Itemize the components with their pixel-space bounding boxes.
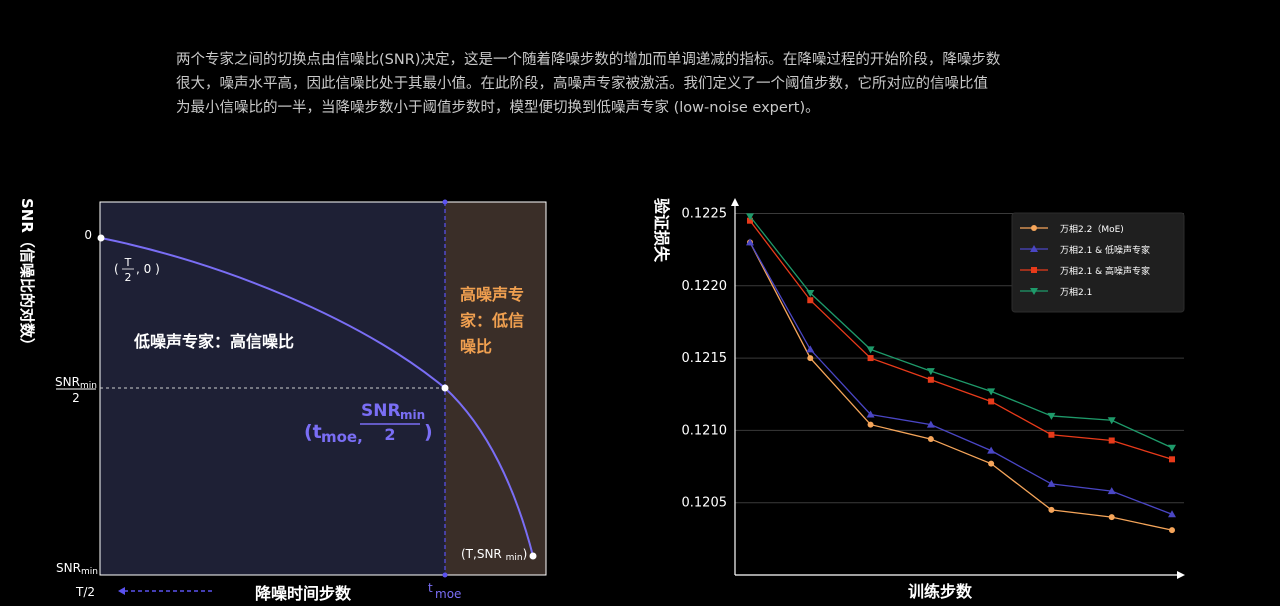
label-mid-open: (t [304, 421, 322, 443]
series-3 [746, 213, 1176, 452]
y-tick-zero: 0 [84, 228, 92, 242]
label-mid-num-sub: min [400, 408, 425, 422]
series-line [749, 242, 1173, 515]
data-point [806, 345, 815, 353]
data-point [927, 436, 934, 443]
legend-label: 万相2.1 & 低噪声专家 [1060, 244, 1150, 256]
data-point [1107, 417, 1116, 425]
legend-box [1011, 212, 1185, 313]
curve-end-point [529, 552, 537, 560]
y-tick-half-denominator: 2 [72, 391, 80, 405]
snr-chart: SNR（信噪比的对数） 0 SNRmin 2 SNRmin ( T 2 , 0 … [18, 198, 547, 603]
data-point [1048, 506, 1055, 513]
data-point [987, 446, 996, 454]
data-point [747, 217, 753, 224]
data-point [1108, 437, 1115, 444]
data-point [1030, 245, 1038, 252]
data-point [1031, 225, 1037, 231]
series-2 [747, 217, 1175, 463]
tmoe-top-dot [442, 199, 448, 205]
x-tick-tmoe-sub: moe [435, 587, 461, 601]
legend-item: 万相2.1 & 低噪声专家 [1020, 244, 1150, 256]
series-1 [746, 238, 1176, 518]
legend-label: 万相2.1 [1060, 286, 1092, 298]
x-tick-half-t: T/2 [75, 585, 95, 599]
data-point [1108, 514, 1115, 521]
data-point [746, 238, 754, 246]
low-noise-region [100, 202, 445, 575]
data-point [1047, 412, 1056, 420]
data-point [988, 460, 995, 467]
label-start: ( [114, 262, 119, 276]
legend-label: 万相2.1 & 高噪声专家 [1060, 265, 1150, 277]
data-point [927, 376, 934, 383]
label-mid-den: 2 [384, 425, 395, 444]
data-point [746, 213, 754, 221]
data-point [1169, 456, 1175, 463]
data-point [1048, 431, 1055, 438]
y-tick-label: 0.1205 [682, 496, 728, 511]
high-noise-region [445, 202, 546, 575]
data-point [866, 346, 875, 354]
x-axis-label: 降噪时间步数 [255, 584, 352, 603]
data-point [1169, 527, 1175, 534]
label-start-tail: , 0 ) [136, 262, 160, 276]
series-0 [747, 239, 1175, 534]
data-point [1047, 479, 1056, 487]
data-point [1030, 288, 1038, 295]
data-point [867, 421, 874, 428]
series-line [749, 220, 1173, 460]
snr-curve [100, 237, 534, 557]
data-point [988, 398, 995, 405]
intro-line: 很大，噪声水平高，因此信噪比处于其最小值。在此阶段，高噪声专家被激活。我们定义了… [176, 76, 988, 92]
tmoe-bottom-dot [442, 572, 448, 578]
data-point [866, 410, 875, 418]
series-line [749, 215, 1173, 449]
data-point [926, 368, 935, 376]
loss-y-axis-label: 验证损失 [652, 198, 671, 263]
curve-start-point [97, 234, 105, 242]
y-tick-label: 0.1225 [682, 206, 728, 221]
x-tick-tmoe: t [428, 581, 433, 595]
data-point [806, 290, 815, 297]
x-axis-arrow [1177, 571, 1185, 579]
label-mid-num: SNR [361, 401, 401, 421]
y-axis-label: SNR（信噪比的对数） [18, 198, 36, 353]
x-arrow-head [118, 587, 125, 595]
low-region-label: 低噪声专家：高信噪比 [133, 332, 294, 351]
label-mid-close: ) [424, 421, 433, 443]
data-point [1107, 487, 1116, 495]
curve-mid-point [441, 384, 449, 392]
intro-line: 为最小信噪比的一半，当降噪步数小于阈值步数时，模型便切换到低噪声专家 (low-… [176, 100, 820, 116]
label-start-den: 2 [125, 271, 132, 284]
intro-text: 两个专家之间的切换点由信噪比(SNR)决定，这是一个随着降噪步数的增加而单调递减… [176, 48, 1026, 120]
legend-label: 万相2.2（MoE) [1060, 223, 1124, 235]
label-mid-sub: moe, [321, 428, 363, 446]
y-tick-label: 0.1210 [682, 423, 728, 438]
data-point [807, 297, 814, 304]
legend-item: 万相2.2（MoE) [1020, 223, 1124, 235]
data-point [1168, 510, 1176, 518]
label-start-num: T [124, 256, 132, 269]
series-line [749, 242, 1173, 531]
data-point [1168, 444, 1176, 452]
data-point [1031, 267, 1037, 273]
high-region-label: 高噪声专 家：低信 噪比 [460, 285, 530, 356]
data-point [807, 355, 814, 362]
y-tick-label: 0.1220 [682, 279, 728, 294]
legend-item: 万相2.1 [1020, 286, 1092, 298]
legend-item: 万相2.1 & 高噪声专家 [1020, 265, 1150, 277]
data-point [926, 420, 935, 428]
data-point [987, 388, 996, 396]
y-tick-label: 0.1215 [682, 351, 728, 366]
data-point [867, 355, 874, 362]
y-axis-arrow [731, 198, 739, 206]
loss-x-axis-label: 训练步数 [908, 582, 973, 601]
intro-line: 两个专家之间的切换点由信噪比(SNR)决定，这是一个随着降噪步数的增加而单调递减… [176, 52, 1001, 68]
